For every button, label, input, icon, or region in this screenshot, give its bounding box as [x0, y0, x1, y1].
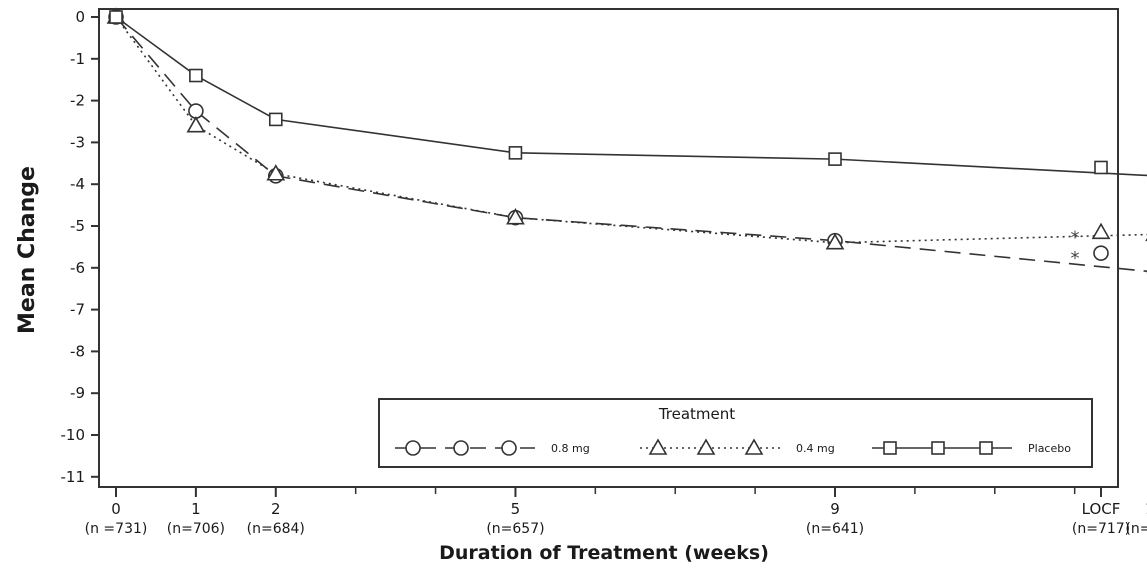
legend: Treatment 0.8 mg 0.4 mg Placebo: [378, 398, 1093, 468]
square-marker: [1094, 160, 1108, 175]
legend-label: 0.4 mg: [796, 442, 835, 455]
x-axis-title: Duration of Treatment (weeks): [439, 542, 769, 564]
series-line: [115, 16, 1147, 244]
y-axis: 0 -1 -2 -3 -4 -5 -6 -7 -8 -9 -10 -11: [61, 8, 99, 486]
square-marker: [883, 441, 897, 455]
square-marker: [268, 112, 283, 127]
series-placebo: [109, 10, 1147, 177]
square-marker: [931, 441, 945, 455]
legend-item: 0.8 mg: [395, 440, 590, 456]
circle-marker: [501, 440, 517, 456]
y-axis-title: Mean Change: [15, 166, 40, 334]
square-marker: [979, 441, 993, 455]
square-marker: [189, 68, 203, 83]
series-layer: **: [106, 7, 1147, 274]
triangle-marker: [825, 233, 845, 250]
significance-asterisk: *: [1071, 248, 1080, 269]
y-tick-label: -10: [61, 426, 86, 444]
triangle-marker: [696, 438, 716, 455]
y-tick-label: -3: [70, 133, 85, 151]
triangle-marker: [186, 116, 206, 133]
circle-marker: [405, 440, 421, 456]
y-tick-label: -7: [70, 301, 85, 319]
legend-item: 0.4 mg: [640, 438, 835, 455]
triangle-marker: [1091, 222, 1111, 240]
triangle-marker: [744, 438, 764, 455]
significance-asterisk: *: [1071, 227, 1080, 248]
x-n-label: (n =731): [85, 521, 148, 537]
x-tick-label: 13: [1145, 500, 1147, 518]
x-n-label: (n=684): [247, 521, 305, 537]
circle-marker: [1093, 245, 1109, 261]
legend-title: Treatment: [658, 405, 735, 423]
x-n-label: (n=641): [806, 521, 864, 537]
legend-item: Placebo: [872, 441, 1071, 455]
triangle-marker: [506, 208, 525, 225]
y-tick-label: -9: [70, 384, 85, 402]
y-tick-label: -5: [70, 217, 85, 235]
y-tick-label: -8: [70, 342, 85, 360]
y-tick-label: -2: [70, 92, 85, 110]
x-n-label: (n=631): [1125, 521, 1147, 537]
x-tick-label: 9: [830, 500, 840, 518]
circle-marker: [188, 103, 204, 119]
series-line: [115, 16, 1147, 273]
square-marker: [508, 146, 523, 160]
x-n-label: (n=717): [1072, 521, 1130, 537]
y-tick-label: -1: [70, 50, 85, 68]
triangle-marker: [266, 164, 286, 181]
x-tick-label: 2: [271, 500, 281, 518]
y-tick-label: -4: [70, 175, 85, 193]
triangle-marker: [648, 438, 668, 455]
y-tick-label: -6: [70, 259, 85, 277]
x-tick-label: LOCF: [1082, 500, 1121, 518]
x-tick-label: 5: [511, 500, 521, 518]
legend-label: Placebo: [1028, 442, 1071, 455]
x-n-label: (n=706): [167, 521, 225, 537]
plot-frame: [98, 8, 1119, 488]
circle-marker: [453, 440, 469, 456]
series-line: [115, 16, 1147, 177]
square-marker: [109, 10, 123, 24]
y-tick-label: -11: [61, 468, 86, 486]
x-tick-label: 1: [191, 500, 201, 518]
x-tick-label: 0: [111, 500, 121, 518]
square-marker: [828, 152, 842, 166]
series-0.4-mg: *: [106, 7, 1147, 250]
x-n-label: (n=657): [486, 521, 544, 537]
legend-label: 0.8 mg: [551, 442, 590, 455]
x-axis: 0 (n =731) 1 (n=706) 2 (n=684) 5 (n=657) 9 (n=641…: [85, 487, 1147, 537]
legend-box: [378, 398, 1093, 468]
y-tick-label: 0: [75, 8, 85, 26]
